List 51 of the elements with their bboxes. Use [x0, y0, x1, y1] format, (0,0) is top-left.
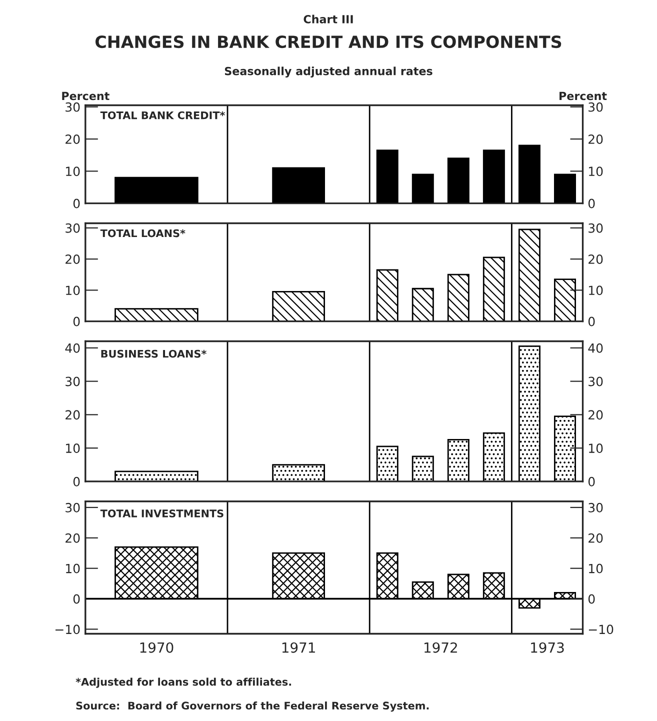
chart-title: TOTAL BANK CREDIT* — [100, 111, 225, 120]
y-tick-label: 40 — [65, 343, 80, 353]
y-tick-label: −10 — [55, 624, 80, 634]
y-tick-label: 0 — [73, 476, 80, 486]
y2-tick-label: −10 — [588, 624, 614, 634]
x-tick-label: 1972 — [424, 642, 457, 653]
y-tick-label: 0 — [73, 594, 80, 604]
y2-axis-title: Percent — [560, 92, 607, 100]
y-tick-label: 20 — [66, 533, 80, 543]
y-tick-label: 10 — [66, 286, 80, 296]
text: BUSINESS LOANS* — [101, 350, 206, 358]
y2-tick-label: 10 — [588, 166, 603, 176]
y2-tick-label: 0 — [588, 316, 595, 326]
y2-tick-label: 20 — [588, 254, 603, 264]
y-tick-label: 0 — [73, 198, 80, 208]
y2-tick-label: 10 — [588, 286, 603, 296]
y2-tick-label: 30 — [588, 102, 603, 112]
y2-tick-label: 30 — [588, 223, 603, 233]
y-tick-label: 10 — [66, 564, 80, 574]
y-tick-label: 10 — [66, 444, 80, 453]
y-tick-label: 20 — [66, 410, 80, 420]
text: Seasonally adjusted annual rates — [224, 66, 432, 78]
text: CHANGES IN BANK CREDIT AND ITS COMPONENTS — [96, 35, 562, 48]
y2-tick-label: 20 — [588, 533, 603, 543]
y2-tick-label: 0 — [588, 594, 595, 604]
y2-tick-label: 40 — [588, 343, 603, 353]
y2-tick-label: 0 — [588, 198, 595, 208]
y-tick-label: 20 — [66, 134, 80, 144]
y2-tick-label: 10 — [588, 444, 603, 453]
y-tick-label: 20 — [66, 254, 80, 264]
x-tick-label: 1973 — [531, 642, 564, 653]
text: Chart III — [304, 14, 353, 24]
y-tick-label: 30 — [66, 102, 80, 112]
y-axis-title: Percent — [62, 92, 110, 100]
x-tick-label: 1971 — [282, 642, 315, 653]
chart-title: TOTAL LOANS* — [100, 229, 186, 238]
y2-tick-label: 30 — [588, 376, 603, 386]
y-tick-label: 10 — [66, 166, 80, 176]
text: TOTAL INVESTMENTS — [100, 510, 224, 518]
y2-tick-label: 0 — [588, 476, 595, 486]
y-tick-label: 30 — [66, 223, 80, 233]
x-tick-label: 1970 — [140, 642, 174, 653]
y-tick-label: 30 — [66, 376, 80, 386]
y-tick-label: 0 — [73, 316, 80, 326]
y2-tick-label: 30 — [588, 502, 603, 512]
y2-tick-label: 20 — [588, 410, 603, 420]
source-note: Source: Board of Governors of the Federal Reserve System. — [76, 702, 429, 712]
y2-tick-label: 10 — [588, 564, 603, 574]
y2-tick-label: 20 — [588, 134, 603, 144]
text: *Adjusted for loans sold to affiliates. — [76, 678, 292, 688]
y-tick-label: 30 — [66, 502, 80, 512]
